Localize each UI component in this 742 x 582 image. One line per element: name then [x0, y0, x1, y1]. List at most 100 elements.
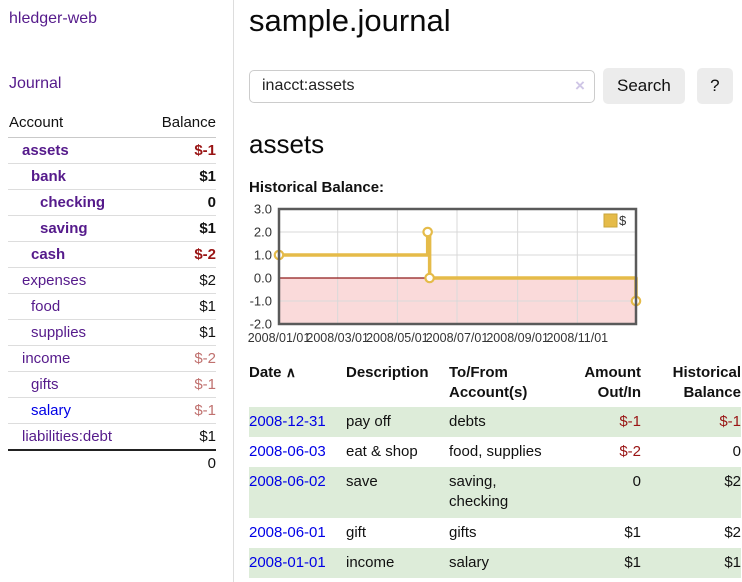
transaction-balance: $2 [724, 473, 741, 491]
register-header-date[interactable]: Date ∧ [249, 364, 296, 381]
app-brand-link[interactable]: hledger-web [9, 10, 98, 27]
svg-text:3.0: 3.0 [254, 202, 272, 217]
svg-text:2008/07/01: 2008/07/01 [426, 331, 489, 345]
accounts-total-value: 0 [112, 449, 216, 476]
register-row: 2008-06-01 gift gifts $1 $2 [249, 518, 741, 548]
transaction-date-link[interactable]: 2008-06-03 [249, 442, 326, 460]
account-row-salary: salary $-1 [8, 397, 216, 424]
transaction-balance: $2 [724, 523, 741, 541]
transaction-amount: $-1 [619, 412, 641, 430]
account-balance: $1 [112, 163, 216, 190]
account-balance: $1 [112, 293, 216, 320]
account-balance: $1 [112, 423, 216, 451]
register-table: Date ∧ Description To/From Account(s) Am… [249, 359, 741, 579]
account-balance: 0 [112, 189, 216, 216]
svg-text:0.0: 0.0 [254, 271, 272, 286]
sidebar: hledger-web Journal Account Balance asse… [0, 0, 234, 582]
transaction-accounts: debts [449, 412, 486, 430]
account-link-saving[interactable]: saving [40, 220, 88, 237]
account-row-cash: cash $-2 [8, 241, 216, 268]
svg-text:2008/05/01: 2008/05/01 [366, 331, 429, 345]
register-header-balance[interactable]: Historical Balance [672, 364, 741, 401]
account-row-expenses: expenses $2 [8, 267, 216, 294]
svg-text:-2.0: -2.0 [250, 317, 272, 332]
accounts-table: Account Balance assets $-1 bank $1 check… [8, 112, 216, 476]
sort-ascending-icon: ∧ [285, 364, 296, 380]
account-link-cash[interactable]: cash [31, 246, 66, 263]
svg-text:$: $ [619, 213, 627, 228]
register-row: 2008-12-31 pay off debts $-1 $-1 [249, 406, 741, 437]
transaction-amount: 0 [632, 473, 641, 491]
account-link-checking[interactable]: checking [40, 194, 106, 211]
transaction-amount: $-2 [619, 442, 641, 460]
sidebar-item-journal[interactable]: Journal [9, 75, 62, 92]
page-title: sample.journal [249, 3, 451, 38]
account-link-supplies[interactable]: supplies [31, 324, 87, 341]
clear-search-icon[interactable]: × [575, 76, 585, 95]
account-link-gifts[interactable]: gifts [31, 376, 59, 393]
register-row: 2008-01-01 income salary $1 $1 [249, 547, 741, 579]
account-link-expenses[interactable]: expenses [22, 272, 87, 289]
account-row-saving: saving $1 [8, 215, 216, 242]
accounts-total-row: 0 [8, 449, 216, 476]
transaction-balance: $1 [724, 553, 741, 571]
svg-text:1.0: 1.0 [254, 248, 272, 263]
help-button[interactable]: ? [696, 68, 733, 104]
transaction-date-link[interactable]: 2008-06-01 [249, 523, 326, 541]
account-balance: $-2 [112, 345, 216, 372]
account-link-salary[interactable]: salary [31, 402, 72, 419]
search-input[interactable] [249, 69, 595, 103]
account-balance: $1 [112, 215, 216, 242]
account-heading: assets [249, 129, 325, 159]
account-row-liabilities-debts: liabilities:debts $1 [8, 423, 216, 451]
search-button[interactable]: Search [603, 68, 685, 104]
account-link-assets[interactable]: assets [22, 142, 69, 159]
account-link-food[interactable]: food [31, 298, 61, 315]
account-row-bank: bank $1 [8, 163, 216, 190]
balance-chart: $3.0 2.0 1.0 0.0 -1.0 -2.02008/01/012008/03/0… [248, 202, 642, 345]
transaction-date-link[interactable]: 2008-06-02 [249, 473, 326, 491]
search-bar: × Search ? [249, 68, 742, 104]
account-row-income: income $-2 [8, 345, 216, 372]
account-balance: $-1 [112, 397, 216, 424]
transaction-accounts: salary [449, 553, 490, 571]
account-row-assets: assets $-1 [8, 137, 216, 164]
account-row-gifts: gifts $-1 [8, 371, 216, 398]
account-balance: $2 [112, 267, 216, 294]
register-header-description[interactable]: Description [346, 364, 429, 381]
transaction-accounts: saving, checking [449, 473, 509, 511]
transaction-date-link[interactable]: 2008-01-01 [249, 553, 326, 571]
register-row: 2008-06-03 eat & shop food, supplies $-2… [249, 437, 741, 467]
account-row-food: food $1 [8, 293, 216, 320]
account-balance: $1 [112, 319, 216, 346]
account-link-income[interactable]: income [22, 350, 71, 367]
svg-text:2008/09/01: 2008/09/01 [486, 331, 549, 345]
svg-text:2008/03/01: 2008/03/01 [306, 331, 369, 345]
chart-title: Historical Balance: [249, 179, 385, 196]
transaction-balance: $-1 [719, 412, 741, 430]
transaction-date-link[interactable]: 2008-12-31 [249, 412, 326, 430]
transaction-amount: $1 [624, 523, 641, 541]
account-link-liabilities-debts[interactable]: liabilities:debts [22, 428, 112, 445]
account-balance: $-1 [112, 137, 216, 164]
svg-text:-1.0: -1.0 [250, 294, 272, 309]
accounts-header-account: Account [8, 112, 112, 138]
register-header-amount[interactable]: Amount Out/In [584, 364, 641, 401]
transaction-description: income [346, 553, 395, 571]
svg-text:2008/01/01: 2008/01/01 [248, 331, 311, 345]
account-link-bank[interactable]: bank [31, 168, 67, 185]
transaction-description: pay off [346, 412, 391, 430]
transaction-description: save [346, 473, 378, 491]
transaction-amount: $1 [624, 553, 641, 571]
account-row-checking: checking 0 [8, 189, 216, 216]
transaction-accounts: gifts [449, 523, 477, 541]
account-balance: $-1 [112, 371, 216, 398]
main-content: sample.journal × Search ? assets Histori… [234, 0, 742, 582]
transaction-description: gift [346, 523, 367, 541]
register-header-accounts[interactable]: To/From Account(s) [449, 364, 528, 401]
transaction-balance: 0 [732, 442, 741, 460]
svg-text:2.0: 2.0 [254, 225, 272, 240]
transaction-description: eat & shop [346, 442, 418, 460]
transaction-accounts: food, supplies [449, 442, 542, 460]
